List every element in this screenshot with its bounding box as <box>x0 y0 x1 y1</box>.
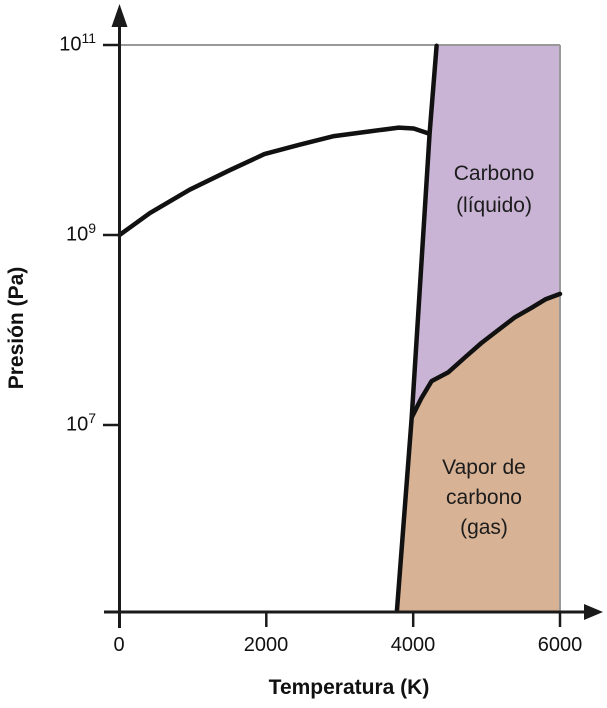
x-axis-title: Temperatura (K) <box>268 676 430 699</box>
y-tick-label-1e7: 107 <box>24 410 96 437</box>
x-tick-label-0: 0 <box>113 634 125 656</box>
graphite-diamond-boundary-curve <box>117 125 431 238</box>
region-label-line: carbono <box>446 486 522 509</box>
y-axis-title: Presión (Pa) <box>5 266 28 390</box>
y-tick-base: 10 <box>65 413 89 436</box>
x-tick-label-6000: 6000 <box>537 634 583 656</box>
y-tick-base: 10 <box>59 33 82 56</box>
y-axis-arrow-icon <box>111 4 128 27</box>
liquid-carbon-region <box>411 45 560 418</box>
y-tick-label-1e11: 1011 <box>24 30 96 57</box>
y-tick-exponent: 9 <box>88 220 96 236</box>
region-label-line: (líquido) <box>456 194 532 217</box>
carbon-vapor-region <box>396 293 560 612</box>
region-label-line: Vapor de <box>442 456 526 479</box>
region-label-liquid-carbon: Carbono (líquido) <box>454 158 535 222</box>
y-tick-exponent: 7 <box>88 410 96 426</box>
melting-sublimation-boundary-line <box>394 43 439 614</box>
x-tick-label-4000: 4000 <box>390 634 436 656</box>
region-label-line: (gas) <box>460 516 508 539</box>
y-tick-base: 10 <box>65 223 89 246</box>
region-label-carbon-vapor: Vapor de carbono (gas) <box>442 453 526 543</box>
x-tick-label-2000: 2000 <box>243 634 289 656</box>
region-label-line: Carbono <box>453 162 535 185</box>
x-axis-arrow-icon <box>584 604 603 620</box>
y-tick-exponent: 11 <box>81 30 96 46</box>
liquid-gas-boundary-curve <box>409 291 563 420</box>
y-tick-label-1e9: 109 <box>24 220 96 247</box>
